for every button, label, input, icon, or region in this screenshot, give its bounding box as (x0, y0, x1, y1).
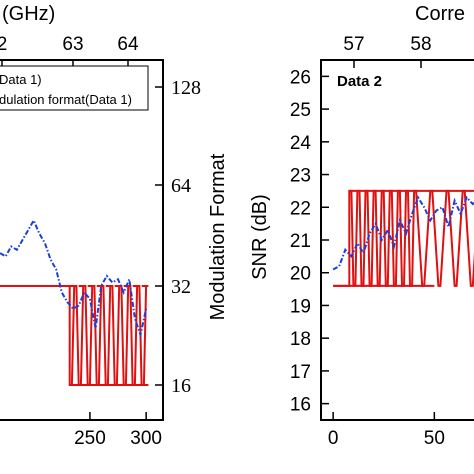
right-y-tick-label: 18 (290, 329, 311, 350)
left-right-ticks: 128 64 32 16 (155, 77, 201, 397)
left-series-modulation (0, 285, 149, 386)
left-legend-entry-2: dulation format(Data 1) (0, 92, 132, 107)
right-y-tick-label: 17 (290, 362, 311, 383)
right-y-ticks: 16 17 18 19 20 21 22 23 24 25 26 (290, 67, 329, 416)
right-y-tick-label: 25 (290, 100, 311, 121)
right-bottom-ticks: 0 50 (328, 412, 445, 449)
right-y-axis-label: SNR (dB) (249, 194, 271, 280)
right-y-tick-label: 24 (290, 133, 312, 154)
left-bottom-tick-label: 250 (74, 428, 106, 449)
left-top-axis-label: (GHz) (2, 3, 55, 25)
right-bottom-tick-label: 0 (328, 428, 339, 449)
right-y-tick-label: 26 (290, 67, 311, 88)
left-right-tick-label: 16 (171, 375, 191, 397)
left-right-tick-label: 32 (171, 276, 191, 298)
right-top-tick-label: 58 (410, 34, 431, 55)
right-y-tick-label: 19 (290, 296, 311, 317)
right-y-tick-label: 22 (290, 198, 311, 219)
right-top-ticks: 57 58 (343, 34, 432, 68)
left-right-axis-label: Modulation Format (207, 153, 229, 320)
left-top-ticks: 2 63 64 (0, 34, 139, 68)
left-legend: Data 1) dulation format(Data 1) (0, 65, 149, 111)
left-legend-entry-1: Data 1) (0, 72, 42, 87)
right-panel-label: Data 2 (337, 73, 382, 90)
right-y-tick-label: 21 (290, 231, 311, 252)
left-series-data1 (0, 218, 148, 339)
left-modulation-trace (0, 285, 149, 386)
right-bottom-tick-label: 50 (424, 428, 445, 449)
left-top-tick-label: 63 (62, 34, 83, 55)
right-y-tick-label: 16 (290, 395, 311, 416)
left-right-tick-label: 64 (171, 175, 191, 197)
left-bottom-ticks: 250 300 (74, 412, 162, 449)
right-series-modulation (333, 189, 474, 287)
right-top-axis-label: Corre (415, 3, 465, 25)
right-top-tick-label: 57 (343, 34, 364, 55)
left-top-tick-label: 2 (0, 34, 7, 55)
right-y-tick-label: 23 (290, 166, 311, 187)
left-bottom-tick-label: 300 (130, 428, 162, 449)
left-top-tick-label: 64 (117, 34, 139, 55)
right-modulation-trace (333, 189, 474, 287)
right-y-tick-label: 20 (290, 264, 311, 285)
left-panel: (GHz) 2 63 64 250 300 128 64 32 16 Modulation … (0, 3, 229, 449)
left-plot-frame (0, 59, 164, 421)
right-panel: Corre 57 58 0 50 16 17 18 19 20 21 22 23 24 25 26 SN… (249, 3, 474, 449)
left-legend-box (0, 65, 149, 111)
left-right-tick-label: 128 (171, 77, 201, 99)
right-series-data2 (332, 195, 474, 271)
